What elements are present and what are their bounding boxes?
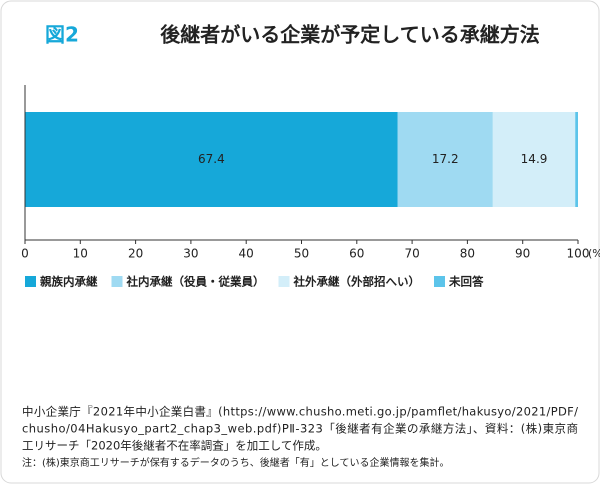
x-tick-label: 10	[73, 247, 88, 261]
x-tick-label: 100	[567, 247, 590, 261]
x-tick-label: 70	[404, 247, 419, 261]
source-line: 中小企業庁『2021年中小企業白書』(https://www.chusho.me…	[22, 405, 578, 419]
data-label: 14.9	[521, 152, 548, 166]
x-unit: (%)	[588, 247, 600, 260]
bar-segment	[575, 112, 578, 207]
source-line: chusho/04Hakusyo_part2_chap3_web.pdf)PⅡ-…	[22, 422, 578, 436]
source-line: 工リサーチ「2020年後継者不在率調査」を加工して作成。	[22, 439, 327, 453]
data-label: 17.2	[432, 152, 459, 166]
legend-swatch	[434, 276, 445, 287]
x-tick-label: 40	[239, 247, 254, 261]
note: 注：(株)東京商工リサーチが保有するデータのうち、後継者「有」としている企業情報…	[22, 456, 450, 469]
x-tick-label: 60	[349, 247, 364, 261]
legend-label: 親族内承継	[40, 275, 98, 289]
legend-swatch	[278, 276, 290, 287]
legend-label: 社内承継（役員・従業員）	[126, 275, 265, 289]
x-tick-label: 90	[515, 247, 530, 261]
legend-swatch	[25, 276, 36, 287]
chart-title: 後継者がいる企業が予定している承継方法	[160, 23, 539, 47]
data-label: 67.4	[198, 152, 225, 166]
legend-label: 社外承継（外部招へい）	[293, 275, 421, 289]
legend-swatch	[111, 276, 123, 287]
bar-segment	[25, 112, 398, 207]
bar-segment	[492, 112, 576, 207]
x-tick-label: 30	[183, 247, 198, 261]
x-tick-label: 80	[460, 247, 475, 261]
x-tick-label: 0	[21, 247, 29, 261]
x-tick-label: 50	[294, 247, 309, 261]
figure-label: 図2	[45, 23, 79, 47]
legend-label: 未回答	[448, 275, 484, 289]
x-tick-label: 20	[128, 247, 143, 261]
bar-segment	[397, 112, 493, 207]
